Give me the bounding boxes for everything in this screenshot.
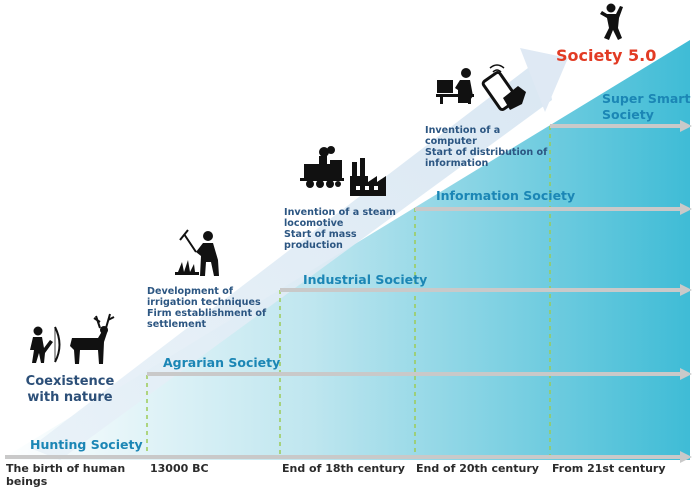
steam-locomotive-icon (300, 146, 344, 188)
arrowhead-information (680, 203, 692, 215)
information-description: Invention of a computer Start of distrib… (425, 125, 555, 169)
deer-icon (70, 313, 115, 364)
archer-icon (30, 326, 61, 363)
information-desc-line-2: Start of distribution of information (425, 147, 548, 169)
farmer-icon (175, 229, 219, 276)
timeline-20th-century: End of 20th century (416, 462, 539, 475)
agrarian-desc-line-1: Development of irrigation techniques (147, 286, 261, 308)
arrowhead-industrial (680, 284, 692, 296)
agrarian-desc-line-2: Firm establishment of settlement (147, 308, 267, 330)
industrial-description: Invention of a steam locomotive Start of… (284, 207, 414, 251)
timeline-birth-of-humans: The birth of human beings (6, 462, 126, 488)
society-5-title: Society 5.0 (556, 46, 657, 65)
industrial-desc-line-1: Invention of a steam locomotive (284, 207, 396, 229)
computer-worker-icon (436, 68, 474, 104)
agrarian-description: Development of irrigation techniques Fir… (147, 286, 272, 330)
timeline-18th-century: End of 18th century (282, 462, 405, 475)
industrial-desc-line-2: Start of mass production (284, 229, 357, 251)
era-label-hunting: Hunting Society (30, 437, 143, 452)
era-label-industrial: Industrial Society (303, 272, 428, 287)
progress-arrow (30, 55, 552, 460)
information-desc-line-1: Invention of a computer (425, 125, 501, 147)
coexistence-with-nature: Coexistence with nature (25, 374, 115, 405)
era-arrows (5, 120, 692, 463)
era-label-agrarian: Agrarian Society (163, 355, 281, 370)
factory-icon (350, 158, 386, 196)
era-label-information: Information Society (436, 188, 576, 203)
era-label-super-smart: Super Smart Society (602, 91, 691, 122)
smartphone-icon (481, 64, 526, 111)
timeline-13000bc: 13000 BC (150, 462, 209, 475)
arrowhead-super-smart (680, 120, 692, 132)
arrowhead-hunting (680, 451, 692, 463)
timeline-21st-century: From 21st century (552, 462, 666, 475)
jumping-person-icon (600, 3, 623, 40)
arrowhead-agrarian (680, 368, 692, 380)
progress-arrow-head (520, 48, 568, 112)
